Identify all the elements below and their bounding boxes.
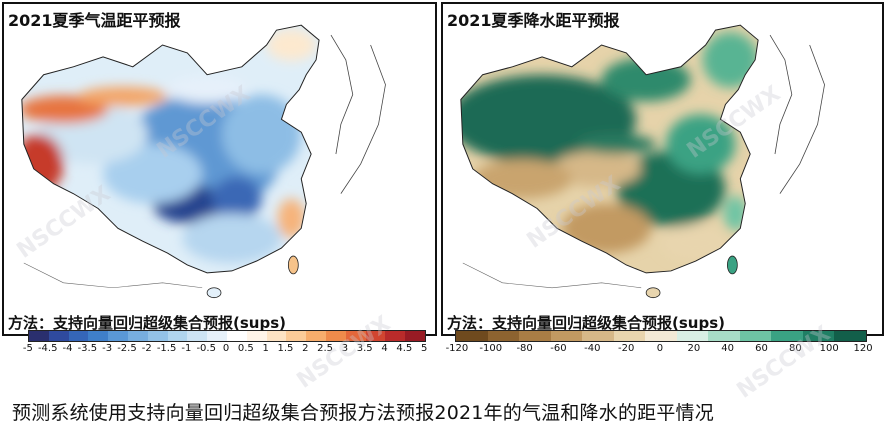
- temperature-colorbar-segment: [405, 331, 425, 341]
- temperature-colorbar-segment: [306, 331, 326, 341]
- temperature-colorbar-segment: [385, 331, 406, 341]
- precipitation-colorbar-tick: 100: [819, 343, 839, 354]
- japan-coastline: [340, 44, 386, 194]
- precipitation-colorbar-tick: 40: [721, 343, 735, 354]
- taiwan-island: [287, 255, 299, 275]
- korea-japan-outline: [769, 34, 793, 155]
- temperature-colorbar-segment: [226, 331, 247, 341]
- temperature-colorbar-tick: 3: [341, 343, 349, 354]
- temperature-colorbar-segment: [147, 331, 168, 341]
- precipitation-method-label: 方法：支持向量回归超级集合预报(sups): [447, 314, 725, 332]
- temperature-colorbar-tick: 0: [222, 343, 230, 354]
- precipitation-colorbar-tick: -40: [584, 343, 601, 354]
- precipitation-panel-title: 2021夏季降水距平预报: [447, 11, 620, 30]
- temperature-colorbar-tick: -0.5: [196, 343, 216, 354]
- precipitation-colorbar-segment: [676, 331, 709, 341]
- temperature-colorbar-segment: [286, 331, 307, 341]
- temperature-colorbar-segment: [187, 331, 208, 341]
- colorbars: -5 -4.5 -4 -3.5 -3 -2.5 -2 -1.5 -1 -0.5 0 0.5 1 1.5 2 2…: [0, 330, 888, 364]
- precipitation-colorbar-segment: [550, 331, 583, 341]
- precipitation-colorbar-segment: [771, 331, 803, 341]
- korea-japan-outline: [330, 34, 354, 155]
- temperature-colorbar-tick: 1.5: [277, 343, 294, 354]
- temperature-colorbar-segment: [167, 331, 188, 341]
- temperature-colorbar-tick: -3: [102, 343, 113, 354]
- temperature-colorbar-tick: -1: [181, 343, 192, 354]
- temperature-colorbar-tick: -1.5: [156, 343, 177, 354]
- temperature-colorbar: [28, 330, 426, 342]
- precipitation-colorbar-labels: -120 -100 -80 -60 -40 -20 0 20 40 60 80 100 120: [440, 343, 880, 357]
- temperature-colorbar-segment: [266, 331, 287, 341]
- precipitation-colorbar-segment: [613, 331, 646, 341]
- temperature-colorbar-segment: [246, 331, 267, 341]
- precipitation-colorbar-segment: [645, 331, 677, 341]
- precipitation-colorbar-segment: [834, 331, 866, 341]
- temperature-colorbar-tick: 4: [381, 343, 388, 354]
- precipitation-colorbar-segment: [708, 331, 740, 341]
- temperature-colorbar-tick: -5: [22, 343, 33, 354]
- southern-neighbours-outline: [23, 262, 203, 289]
- temperature-colorbar-labels: -5 -4.5 -4 -3.5 -3 -2.5 -2 -1.5 -1 -0.5 0 0.5 1 1.5 2 2…: [18, 343, 434, 357]
- temperature-anomaly-panel: 2021夏季气温距平预报: [2, 2, 437, 336]
- temperature-colorbar-tick: 0.5: [237, 343, 254, 354]
- temperature-anomaly-map: [21, 24, 386, 299]
- temperature-colorbar-tick: -4: [62, 343, 73, 354]
- precipitation-colorbar: [455, 330, 867, 342]
- temperature-colorbar-tick: -2.5: [117, 343, 137, 354]
- precipitation-colorbar-tick: 20: [687, 343, 701, 354]
- temperature-colorbar-tick: 2.5: [317, 343, 334, 354]
- precipitation-colorbar-tick: 60: [755, 343, 768, 354]
- temperature-colorbar-tick: 3.5: [356, 343, 373, 354]
- precipitation-colorbar-tick: 0: [656, 343, 664, 354]
- precipitation-anomaly-panel: 2021夏季降水距平预报: [441, 2, 884, 336]
- china-border: [21, 24, 320, 274]
- precipitation-colorbar-segment: [519, 331, 551, 341]
- temperature-panel-title: 2021夏季气温距平预报: [8, 11, 181, 30]
- precipitation-colorbar-tick: -120: [445, 343, 469, 354]
- temperature-colorbar-tick: 2: [302, 343, 309, 354]
- temperature-method-label: 方法：支持向量回归超级集合预报(sups): [8, 314, 286, 332]
- temperature-colorbar-segment: [365, 331, 386, 341]
- precipitation-colorbar-tick: -80: [516, 343, 533, 354]
- temperature-colorbar-segment: [325, 331, 346, 341]
- southern-neighbours-outline: [462, 262, 642, 289]
- precipitation-colorbar-segment: [802, 331, 835, 341]
- precipitation-anomaly-map: [460, 24, 825, 299]
- temperature-colorbar-segment: [48, 331, 69, 341]
- precipitation-field: [460, 25, 759, 273]
- precipitation-colorbar-tick: 80: [788, 343, 802, 354]
- hainan-island: [206, 287, 222, 299]
- precipitation-colorbar-segment: [487, 331, 520, 341]
- temperature-colorbar-tick: 1: [262, 343, 269, 354]
- temperature-colorbar-segment: [29, 331, 49, 341]
- temperature-colorbar-tick: -3.5: [77, 343, 98, 354]
- precipitation-colorbar-segment: [582, 331, 614, 341]
- temperature-colorbar-tick: 5: [420, 343, 428, 354]
- temperature-colorbar-tick: -2: [141, 343, 152, 354]
- temperature-colorbar-segment: [207, 331, 227, 341]
- precipitation-colorbar-tick: -100: [479, 343, 503, 354]
- hainan-island: [645, 287, 661, 299]
- temperature-colorbar-tick: 4.5: [396, 343, 413, 354]
- temperature-field: [21, 25, 320, 273]
- precipitation-colorbar-segment: [739, 331, 772, 341]
- temperature-colorbar-tick: -4.5: [37, 343, 58, 354]
- precipitation-colorbar-tick: 120: [853, 343, 873, 354]
- china-border: [460, 24, 759, 274]
- precipitation-colorbar-segment: [456, 331, 488, 341]
- temperature-colorbar-segment: [345, 331, 366, 341]
- precipitation-colorbar-tick: -60: [550, 343, 567, 354]
- temperature-colorbar-segment: [108, 331, 128, 341]
- japan-coastline: [779, 44, 825, 194]
- temperature-colorbar-segment: [127, 331, 148, 341]
- figure-caption: 预测系统使用支持向量回归超级集合预报方法预报2021年的气温和降水的距平情况: [12, 402, 714, 424]
- precipitation-colorbar-tick: -20: [617, 343, 635, 354]
- temperature-colorbar-segment: [68, 331, 89, 341]
- taiwan-island: [727, 255, 738, 275]
- temperature-colorbar-segment: [88, 331, 109, 341]
